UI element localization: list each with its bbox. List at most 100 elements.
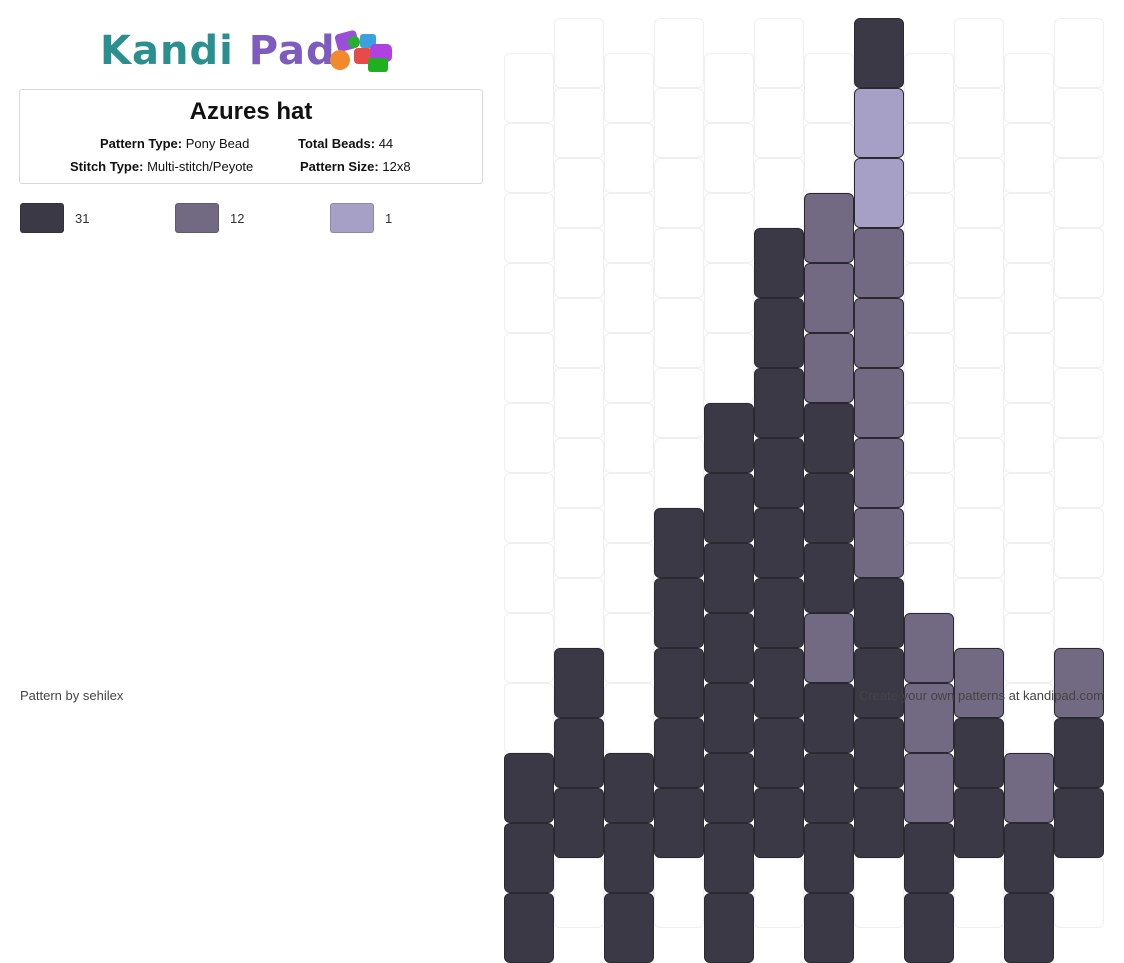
swatch-count: 31 — [75, 211, 90, 226]
bead-cell — [1054, 368, 1104, 438]
bead-cell — [704, 263, 754, 333]
bead-cell — [804, 473, 854, 543]
bead-cell — [1004, 893, 1054, 963]
bead-cell — [804, 613, 854, 683]
bead-cell — [1054, 788, 1104, 858]
total-beads-label: Total Beads: — [298, 136, 376, 151]
bead-cell — [554, 18, 604, 88]
bead-cell — [504, 123, 554, 193]
bead-cell — [504, 473, 554, 543]
beads-logo-icon — [330, 30, 392, 72]
bead-cell — [1004, 823, 1054, 893]
bead-cell — [804, 893, 854, 963]
bead-cell — [704, 613, 754, 683]
bead-cell — [504, 333, 554, 403]
bead-cell — [854, 158, 904, 228]
bead-cell — [554, 508, 604, 578]
bead-cell — [904, 263, 954, 333]
bead-cell — [754, 18, 804, 88]
bead-cell — [704, 543, 754, 613]
bead-cell — [554, 158, 604, 228]
pattern-type-row: Pattern Type: Pony Bead — [100, 136, 249, 151]
bead-cell — [554, 228, 604, 298]
bead-cell — [904, 473, 954, 543]
bead-cell — [654, 438, 704, 508]
bead-cell — [1054, 718, 1104, 788]
bead-cell — [1004, 403, 1054, 473]
bead-cell — [854, 578, 904, 648]
bead-cell — [754, 298, 804, 368]
bead-cell — [604, 403, 654, 473]
bead-cell — [754, 368, 804, 438]
bead-cell — [504, 753, 554, 823]
bead-cell — [854, 718, 904, 788]
bead-cell — [654, 158, 704, 228]
bead-cell — [1004, 333, 1054, 403]
swatch-chip — [175, 203, 219, 233]
bead-cell — [504, 403, 554, 473]
bead-cell — [754, 648, 804, 718]
bead-cell — [1054, 298, 1104, 368]
bead-cell — [604, 333, 654, 403]
bead-cell — [654, 788, 704, 858]
bead-cell — [754, 508, 804, 578]
bead-cell — [604, 193, 654, 263]
bead-cell — [1054, 438, 1104, 508]
bead-cell — [604, 263, 654, 333]
swatch-chip — [330, 203, 374, 233]
bead-cell — [704, 893, 754, 963]
bead-cell — [954, 158, 1004, 228]
bead-cell — [954, 648, 1004, 718]
bead-cell — [754, 158, 804, 228]
bead-cell — [704, 193, 754, 263]
swatch-count: 12 — [230, 211, 245, 226]
bead-cell — [1054, 578, 1104, 648]
bead-cell — [954, 438, 1004, 508]
bead-cell — [604, 543, 654, 613]
bead-cell — [904, 753, 954, 823]
stitch-type-label: Stitch Type: — [70, 159, 144, 174]
bead-cell — [754, 228, 804, 298]
bead-cell — [954, 508, 1004, 578]
bead-cell — [854, 788, 904, 858]
kandipad-logo[interactable]: Kandi Pad — [100, 26, 410, 76]
bead-cell — [904, 543, 954, 613]
bead-cell — [654, 648, 704, 718]
total-beads-value: 44 — [378, 136, 394, 151]
bead-cell — [554, 718, 604, 788]
logo-wordmark: Kandi Pad — [100, 28, 336, 74]
bead-cell — [954, 578, 1004, 648]
bead-cell — [604, 123, 654, 193]
bead-cell — [854, 298, 904, 368]
total-beads-row: Total Beads: 44 — [298, 136, 393, 151]
pattern-size-value: 12x8 — [382, 159, 411, 174]
pattern-title: Azures hat — [189, 98, 313, 125]
bead-cell — [904, 893, 954, 963]
bead-cell — [554, 648, 604, 718]
swatch-count: 1 — [385, 211, 393, 226]
bead-cell — [754, 718, 804, 788]
bead-cell — [604, 753, 654, 823]
pattern-size-row: Pattern Size: 12x8 — [300, 159, 411, 174]
bead-cell — [904, 53, 954, 123]
bead-cell — [954, 368, 1004, 438]
bead-cell — [904, 333, 954, 403]
pattern-info-card: Azures hat Pattern Type: Pony Bead Total… — [19, 89, 483, 184]
pattern-type-value: Pony Bead — [185, 136, 250, 151]
kandipad-promo-link[interactable]: Create your own patterns at kandipad.com — [859, 688, 1104, 703]
bead-cell — [804, 753, 854, 823]
bead-cell — [704, 53, 754, 123]
bead-cell — [554, 858, 604, 928]
bead-cell — [1054, 88, 1104, 158]
bead-cell — [1004, 613, 1054, 683]
bead-cell — [604, 893, 654, 963]
bead-cell — [1054, 858, 1104, 928]
bead-cell — [804, 543, 854, 613]
bead-cell — [1004, 193, 1054, 263]
bead-cell — [504, 893, 554, 963]
bead-cell — [904, 403, 954, 473]
bead-cell — [904, 123, 954, 193]
pattern-author: Pattern by sehilex — [20, 688, 124, 703]
bead-cell — [504, 823, 554, 893]
bead-cell — [1004, 263, 1054, 333]
